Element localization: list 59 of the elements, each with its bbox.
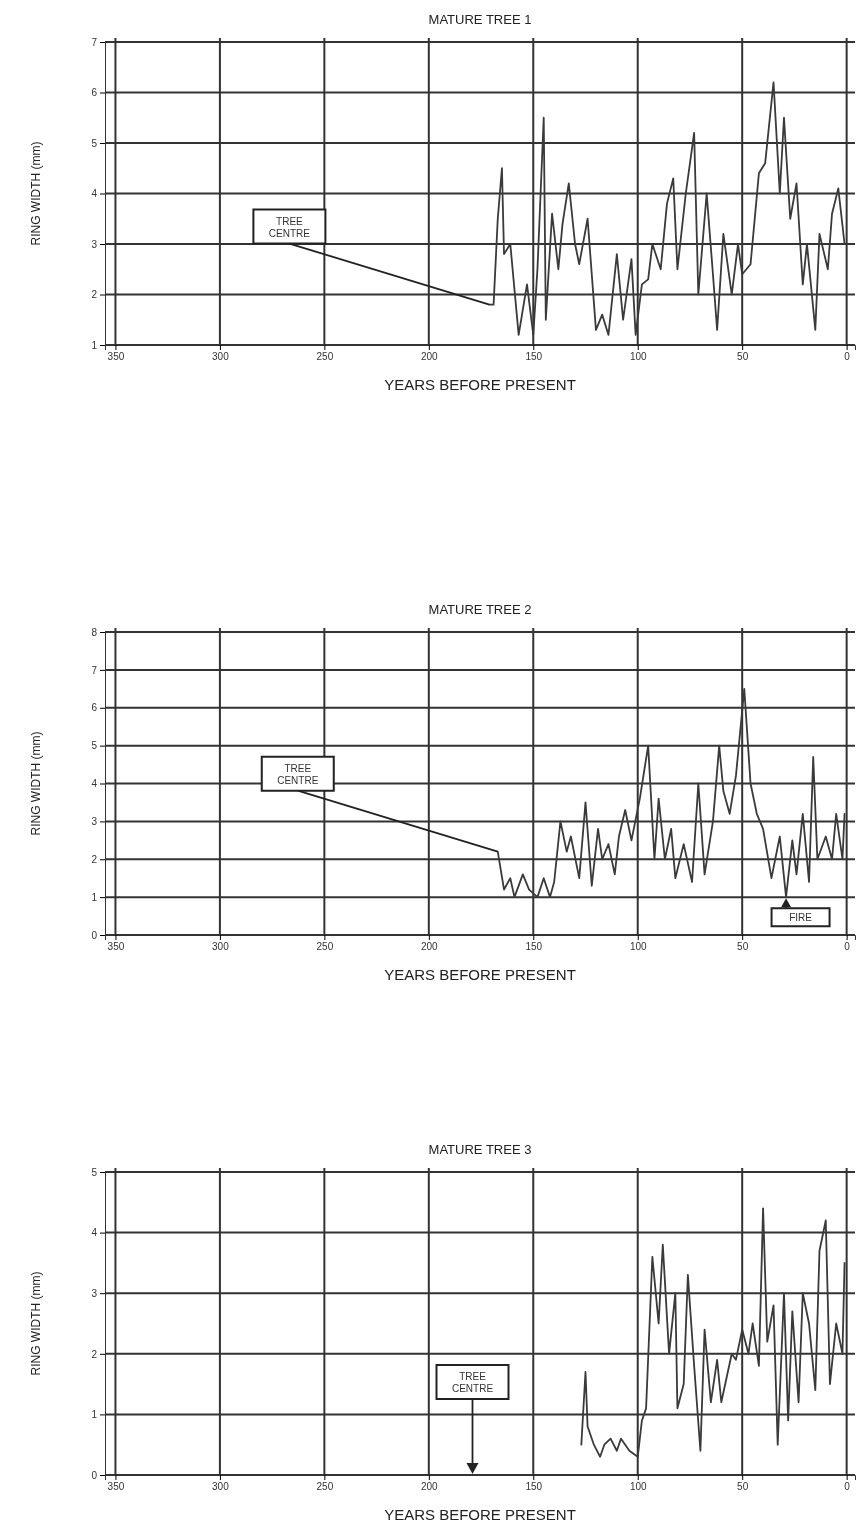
x-tick-label: 200	[420, 1481, 439, 1493]
annotation: TREE CENTRE	[451, 1371, 494, 1394]
x-tick-label: 250	[316, 351, 334, 363]
x-tick-label: 50	[737, 351, 749, 363]
y-tick-label: 8	[91, 626, 98, 638]
y-tick-label: 3	[91, 238, 98, 250]
y-tick-label: 3	[91, 1287, 98, 1299]
y-tick-label: 2	[91, 853, 98, 865]
x-tick-label: 350	[107, 351, 125, 363]
y-tick-label: 4	[91, 188, 98, 200]
x-tick-label: 350	[107, 941, 125, 953]
y-tick-label: 6	[91, 702, 98, 714]
annotation: FIRE	[789, 912, 813, 924]
x-axis-title: YEARS BEFORE PRESENT	[384, 966, 576, 983]
y-tick-label: 1	[91, 891, 98, 903]
x-axis-title: YEARS BEFORE PRESENT	[384, 376, 576, 393]
y-tick-label: 5	[91, 740, 98, 752]
y-tick-label: 7	[91, 664, 98, 676]
y-tick-label: 1	[91, 339, 98, 351]
y-tick-label: 6	[91, 87, 98, 99]
x-tick-label: 100	[629, 351, 648, 363]
x-axis-title: YEARS BEFORE PRESENT	[384, 1506, 576, 1523]
x-tick-label: 0	[844, 351, 851, 363]
y-tick-label: 4	[91, 1227, 98, 1239]
y-axis-title: RING WIDTH (mm)	[29, 141, 43, 246]
y-tick-label: 5	[91, 137, 98, 149]
x-tick-label: 0	[844, 941, 851, 953]
x-tick-label: 150	[525, 1481, 543, 1493]
y-tick-label: 0	[91, 1469, 98, 1481]
x-tick-label: 250	[316, 1481, 334, 1493]
y-tick-label: 4	[91, 778, 98, 790]
x-tick-label: 200	[420, 351, 439, 363]
x-tick-label: 100	[629, 941, 648, 953]
y-tick-label: 3	[91, 816, 98, 828]
y-tick-label: 1	[91, 1409, 98, 1421]
x-tick-label: 250	[316, 941, 334, 953]
x-tick-label: 50	[737, 941, 749, 953]
y-tick-label: 0	[91, 929, 98, 941]
y-tick-label: 2	[91, 1348, 98, 1360]
annotation: TREE CENTRE	[268, 215, 311, 239]
annotation: TREE CENTRE	[277, 762, 319, 786]
y-axis-title: RING WIDTH (mm)	[29, 1271, 43, 1376]
y-axis-title: RING WIDTH (mm)	[29, 731, 43, 836]
y-tick-label: 2	[91, 289, 98, 301]
y-tick-label: 7	[91, 36, 98, 48]
x-tick-label: 100	[629, 1481, 648, 1493]
x-tick-label: 50	[737, 1481, 749, 1493]
x-tick-label: 150	[525, 941, 543, 953]
chart-title: MATURE TREE 2	[428, 602, 532, 617]
chart-title: MATURE TREE 1	[428, 12, 532, 27]
x-tick-label: 300	[212, 351, 230, 363]
chart-title: MATURE TREE 3	[428, 1142, 532, 1157]
x-tick-label: 300	[212, 941, 230, 953]
x-tick-label: 350	[107, 1481, 125, 1493]
x-tick-label: 0	[844, 1481, 851, 1493]
x-tick-label: 150	[525, 351, 543, 363]
y-tick-label: 5	[91, 1166, 98, 1178]
x-tick-label: 300	[212, 1481, 230, 1493]
x-tick-label: 200	[420, 941, 439, 953]
